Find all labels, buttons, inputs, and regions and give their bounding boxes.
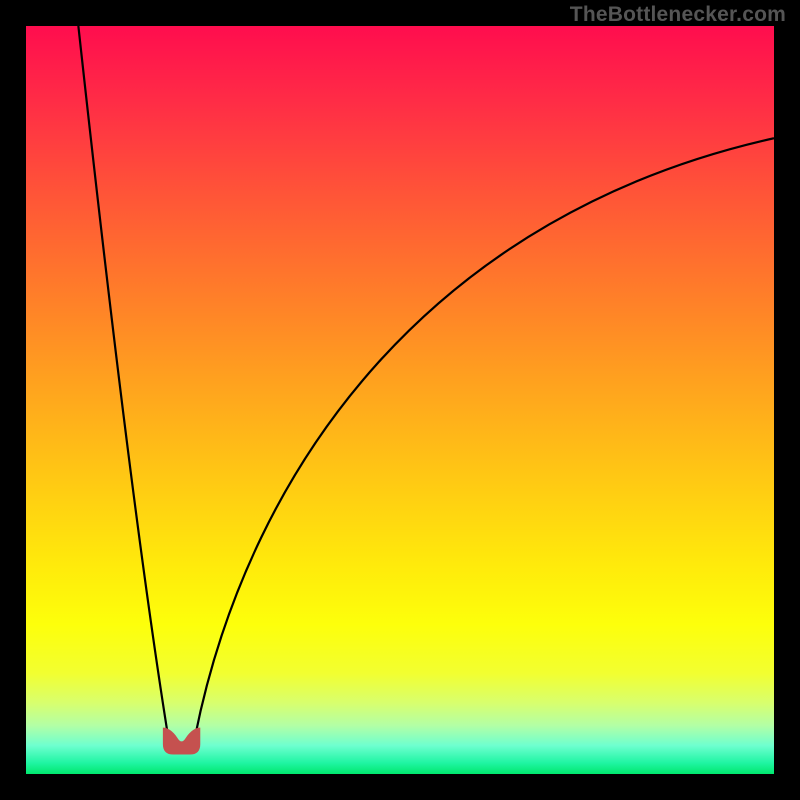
gradient-background bbox=[26, 26, 774, 774]
plot-svg bbox=[26, 26, 774, 774]
bottleneck-chart: TheBottlenecker.com bbox=[0, 0, 800, 800]
watermark-text: TheBottlenecker.com bbox=[570, 3, 786, 27]
plot-area bbox=[26, 26, 774, 774]
